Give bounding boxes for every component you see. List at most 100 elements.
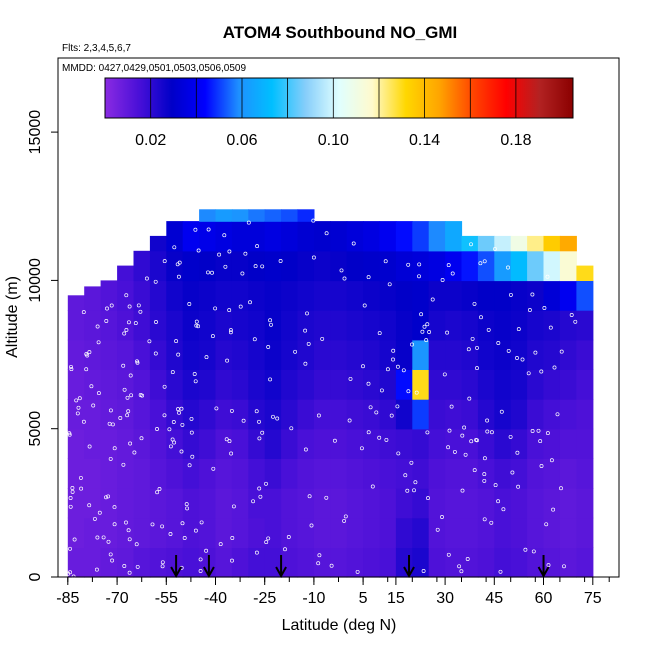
curtain-cell xyxy=(84,339,102,370)
curtain-cell xyxy=(494,399,512,430)
observation-marker xyxy=(121,363,126,368)
observation-marker xyxy=(366,381,371,386)
observation-marker xyxy=(493,483,498,488)
observation-marker xyxy=(87,350,92,355)
observation-marker xyxy=(555,412,560,417)
curtain-cell xyxy=(494,428,512,459)
observation-marker xyxy=(366,275,371,280)
observation-marker xyxy=(316,413,321,418)
curtain-cell xyxy=(166,517,184,548)
observation-marker xyxy=(260,264,265,269)
curtain-cell xyxy=(395,488,413,519)
curtain-cell xyxy=(281,280,299,311)
observation-marker xyxy=(112,446,117,451)
observation-marker xyxy=(406,389,411,394)
observation-marker xyxy=(355,569,360,574)
curtain-cell xyxy=(363,369,381,400)
observation-marker xyxy=(359,446,364,451)
curtain-cell xyxy=(412,369,430,400)
curtain-cell xyxy=(182,221,200,252)
observation-marker xyxy=(449,404,454,409)
curtain-cell xyxy=(264,221,282,252)
curtain-cell xyxy=(84,369,102,400)
curtain-cell xyxy=(477,517,495,548)
observation-marker xyxy=(552,365,557,370)
curtain-cell xyxy=(461,428,479,459)
curtain-cell xyxy=(445,221,463,252)
curtain-cell xyxy=(166,399,184,430)
curtain-cell xyxy=(527,517,545,548)
curtain-cell xyxy=(231,250,249,282)
observation-marker xyxy=(559,349,564,354)
curtain-cell xyxy=(576,310,594,341)
curtain-cell xyxy=(412,221,430,252)
observation-marker xyxy=(199,520,204,525)
observation-marker xyxy=(422,324,427,329)
observation-marker xyxy=(257,419,261,424)
observation-marker xyxy=(465,557,470,561)
observation-marker xyxy=(523,547,528,552)
observation-marker xyxy=(172,440,177,445)
observation-marker xyxy=(370,484,375,489)
observation-marker xyxy=(546,563,551,568)
observation-marker xyxy=(366,430,371,435)
curtain-cell xyxy=(248,399,266,430)
curtain-cell xyxy=(133,488,151,519)
observation-marker xyxy=(412,488,416,493)
observation-marker xyxy=(569,313,574,317)
observation-marker xyxy=(351,241,356,246)
curtain-cell xyxy=(510,310,528,341)
curtain-cell xyxy=(346,339,364,370)
observation-marker xyxy=(303,447,308,452)
curtain-cell xyxy=(445,280,463,311)
curtain-cell xyxy=(494,235,512,252)
curtain-cell xyxy=(264,339,282,370)
curtain-cell xyxy=(330,339,348,370)
observation-marker xyxy=(135,564,140,569)
curtain-cell xyxy=(346,221,364,252)
observation-marker xyxy=(469,439,474,444)
observation-marker xyxy=(78,475,83,480)
curtain-cell xyxy=(510,280,528,311)
curtain-cell xyxy=(559,399,577,430)
curtain-cell xyxy=(445,458,463,489)
observation-marker xyxy=(389,413,394,418)
observation-marker xyxy=(425,430,430,435)
curtain-cell xyxy=(67,488,85,519)
curtain-cell xyxy=(510,547,528,578)
curtain-cell xyxy=(182,428,200,459)
curtain-cell xyxy=(117,458,135,489)
curtain-cell xyxy=(264,488,282,519)
observation-marker xyxy=(339,268,344,273)
curtain-cell xyxy=(297,221,315,252)
curtain-cell xyxy=(527,250,545,282)
observation-marker xyxy=(223,264,228,269)
observation-marker xyxy=(194,319,199,324)
observation-marker xyxy=(155,490,160,495)
curtain-cell xyxy=(412,339,430,370)
curtain-cell xyxy=(576,399,594,430)
observation-marker xyxy=(342,276,347,281)
observation-marker xyxy=(79,486,84,491)
curtain-cell xyxy=(363,221,381,252)
curtain-cell xyxy=(231,221,249,252)
observation-marker xyxy=(160,564,165,569)
curtain-cell xyxy=(215,547,233,578)
curtain-cell xyxy=(313,458,331,489)
observation-marker xyxy=(68,496,73,500)
observation-marker xyxy=(482,517,487,522)
observation-marker xyxy=(122,564,127,568)
curtain-cell xyxy=(67,369,85,400)
curtain-cell xyxy=(100,458,118,489)
colorbar-tick-labels: 0.02 0.06 0.10 0.14 0.18 xyxy=(135,132,531,149)
curtain-cell xyxy=(297,517,315,548)
observation-marker xyxy=(410,342,414,347)
curtain-cell xyxy=(67,428,85,459)
curtain-cell xyxy=(313,428,331,459)
observation-marker xyxy=(489,520,494,525)
observation-marker xyxy=(206,227,211,232)
curtain-cell xyxy=(559,488,577,519)
curtain-cell xyxy=(149,235,167,252)
curtain-cell xyxy=(100,280,118,311)
curtain-cell xyxy=(543,310,561,341)
